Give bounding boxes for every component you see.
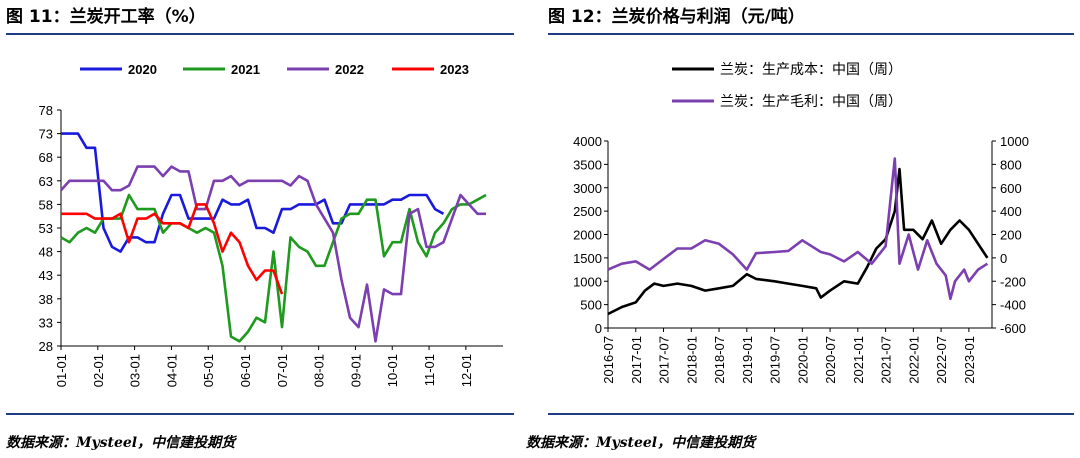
left-series-line-2021 — [60, 193, 487, 343]
right-y-tick-label: 2500 — [573, 204, 602, 219]
left-x-tick-label: 08-01 — [312, 354, 327, 387]
left-x-tick-label: 10-01 — [385, 354, 400, 387]
right-x-tick-label: 2017-07 — [657, 336, 672, 384]
left-y-tick-label: 58 — [39, 197, 53, 212]
right-bottom-rule — [548, 413, 1074, 415]
left-legend-label: 2021 — [231, 62, 260, 77]
left-y-tick-label: 53 — [39, 221, 53, 236]
right-x-tick-label: 2021-07 — [879, 336, 894, 384]
left-top-rule — [6, 33, 514, 35]
right-x-tick-label: 2021-01 — [851, 336, 866, 384]
left-x-tick-label: 09-01 — [348, 354, 363, 387]
right-legend-label: 兰炭：生产毛利：中国（周） — [720, 94, 902, 110]
left-y-tick-label: 48 — [39, 245, 53, 260]
left-y-tick-label: 63 — [39, 174, 53, 189]
left-source-note: 数据来源：Mysteel，中信建投期货 — [6, 435, 236, 451]
right-x-tick-label: 2022-01 — [906, 336, 921, 384]
right-y2-tick-label: 400 — [1000, 204, 1022, 219]
right-source-note: 数据来源：Mysteel，中信建投期货 — [526, 435, 756, 451]
right-series-line-profit — [607, 157, 989, 301]
right-x-tick-label: 2019-01 — [740, 336, 755, 384]
left-series-line-2022 — [60, 165, 486, 343]
left-x-tick-label: 05-01 — [201, 354, 216, 387]
right-y2-tick-label: 1000 — [1000, 134, 1029, 149]
right-x-tick-label: 2023-01 — [962, 336, 977, 384]
right-x-tick-label: 2018-01 — [684, 336, 699, 384]
right-y2-tick-label: -600 — [1000, 321, 1026, 336]
left-chart-title: 图 11：兰炭开工率（%） — [6, 7, 206, 27]
right-top-rule — [548, 33, 1074, 35]
right-y-tick-label: 500 — [580, 298, 602, 313]
left-series-line-2023 — [61, 203, 284, 295]
left-x-tick-label: 07-01 — [275, 354, 290, 387]
left-y-tick-label: 33 — [39, 315, 53, 330]
left-x-tick-label: 06-01 — [238, 354, 253, 387]
left-x-tick-label: 12-01 — [459, 354, 474, 387]
right-y-tick-label: 3000 — [573, 181, 602, 196]
left-x-tick-label: 02-01 — [91, 354, 106, 387]
right-y-tick-label: 3500 — [573, 157, 602, 172]
right-x-tick-label: 2016-07 — [601, 336, 616, 384]
right-y2-tick-label: 600 — [1000, 181, 1022, 196]
right-y2-tick-label: 200 — [1000, 228, 1022, 243]
left-y-tick-label: 78 — [39, 103, 53, 118]
right-y-tick-label: 1500 — [573, 251, 602, 266]
right-y2-tick-label: 0 — [1000, 251, 1007, 266]
right-x-tick-label: 2017-01 — [629, 336, 644, 384]
left-x-tick-label: 04-01 — [164, 354, 179, 387]
left-bottom-rule — [6, 413, 514, 415]
left-y-tick-label: 73 — [39, 127, 53, 142]
right-x-tick-label: 2022-07 — [934, 336, 949, 384]
right-y2-tick-label: 800 — [1000, 157, 1022, 172]
left-x-tick-label: 11-01 — [422, 354, 437, 386]
right-y2-tick-label: -400 — [1000, 298, 1026, 313]
right-y2-tick-label: -200 — [1000, 274, 1026, 289]
right-y-tick-label: 1000 — [573, 274, 602, 289]
left-x-tick-label: 03-01 — [128, 354, 143, 387]
left-x-tick-label: 01-01 — [54, 354, 69, 387]
right-x-tick-label: 2019-07 — [768, 336, 783, 384]
left-legend-label: 2022 — [335, 62, 364, 77]
left-y-tick-label: 28 — [39, 339, 53, 354]
right-x-tick-label: 2018-07 — [712, 336, 727, 384]
right-series-line-cost — [607, 167, 989, 316]
right-legend-label: 兰炭：生产成本：中国（周） — [720, 62, 902, 78]
left-legend-label: 2023 — [440, 62, 469, 77]
right-x-tick-label: 2020-07 — [823, 336, 838, 384]
left-y-tick-label: 38 — [39, 292, 53, 307]
right-y-tick-label: 2000 — [573, 228, 602, 243]
right-chart-title: 图 12：兰炭价格与利润（元/吨） — [548, 7, 805, 27]
left-y-tick-label: 43 — [39, 268, 53, 283]
right-y-tick-label: 4000 — [573, 134, 602, 149]
left-series-line-2020 — [61, 132, 445, 253]
right-y-tick-label: 0 — [595, 321, 602, 336]
left-y-tick-label: 68 — [39, 150, 53, 165]
right-x-tick-label: 2020-01 — [795, 336, 810, 384]
left-legend-label: 2020 — [128, 62, 157, 77]
